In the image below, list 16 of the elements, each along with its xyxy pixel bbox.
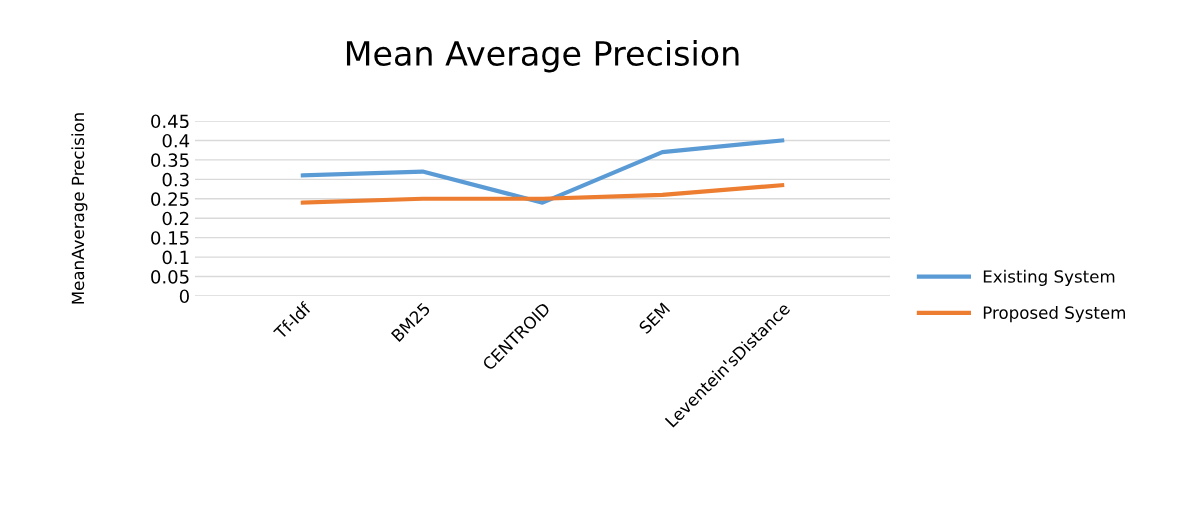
y-tick-label: 0.25: [151, 192, 189, 206]
y-tick-label: 0.15: [151, 231, 189, 245]
y-tick-label: 0.45: [151, 114, 189, 129]
y-tick-label: 0.4: [162, 133, 190, 148]
legend-label: Proposed System: [983, 306, 1125, 323]
line-series: [300, 183, 785, 205]
line-series: [300, 138, 785, 205]
y-tick-label: 0.3: [162, 172, 189, 187]
chart-title: Mean Average Precision: [346, 40, 739, 73]
y-tick-label: 0.2: [162, 211, 189, 226]
y-axis-title: MeanAverage Precision: [71, 113, 88, 304]
legend-label: Existing System: [983, 269, 1115, 286]
y-tick-label: 0.1: [162, 250, 189, 265]
y-tick-label: 0.35: [151, 153, 189, 168]
y-tick-label: 0: [179, 289, 189, 304]
y-tick-label: 0.05: [151, 270, 189, 284]
